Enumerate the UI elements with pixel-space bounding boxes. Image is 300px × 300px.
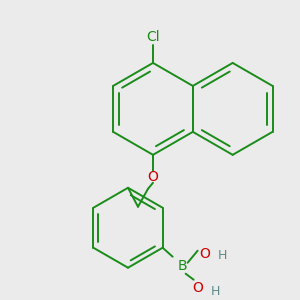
Text: H: H <box>218 249 227 262</box>
Text: O: O <box>192 281 203 295</box>
Text: B: B <box>178 259 188 273</box>
Text: H: H <box>211 285 220 298</box>
Text: O: O <box>148 170 158 184</box>
Text: Cl: Cl <box>146 30 160 44</box>
Text: O: O <box>199 247 210 261</box>
